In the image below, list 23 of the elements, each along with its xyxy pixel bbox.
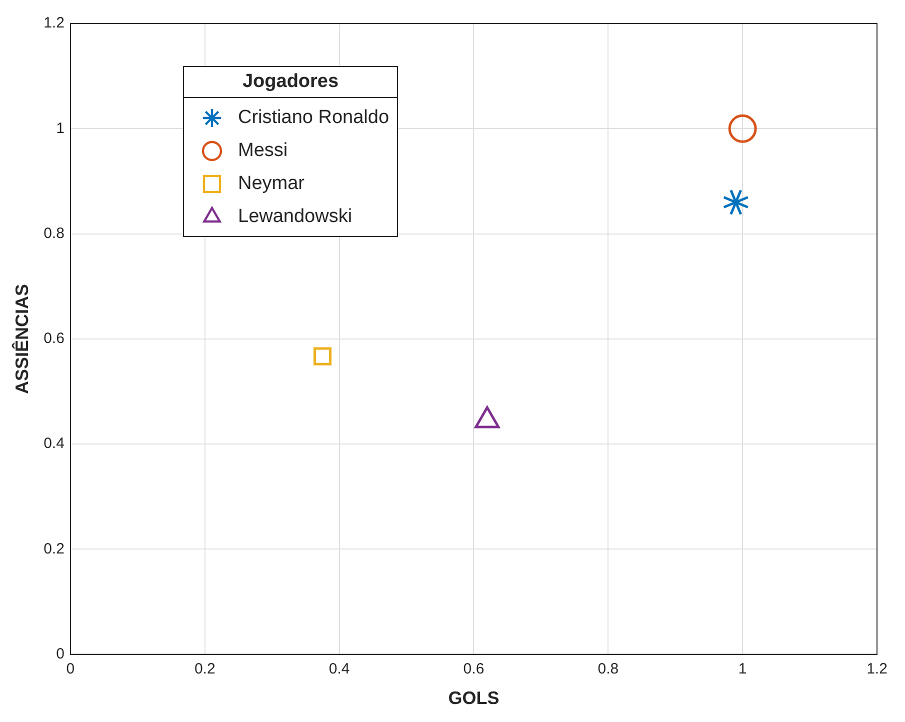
x-tick-label: 0.4 — [328, 660, 350, 678]
x-tick-label: 1 — [738, 660, 747, 678]
legend-title: Jogadores — [184, 67, 398, 98]
point — [313, 347, 332, 366]
legend-label: Neymar — [238, 172, 305, 194]
y-tick-label: 0 — [56, 646, 64, 663]
x-tick-label: 1.2 — [866, 660, 888, 678]
y-tick-label: 0.4 — [44, 435, 64, 452]
point — [728, 114, 757, 143]
y-tick-label: 1.2 — [44, 14, 64, 32]
y-axis-title: ASSIÊNCIAS — [10, 284, 32, 394]
x-axis-title: GOLS — [448, 688, 500, 708]
legend-label: Messi — [238, 140, 288, 162]
y-tick-label: 0.2 — [44, 540, 64, 558]
y-tick-label: 0.6 — [44, 330, 64, 348]
x-tick-label: 0.6 — [463, 660, 484, 678]
y-tick-label: 0.8 — [44, 224, 64, 242]
point — [722, 188, 750, 216]
legend-label: Cristiano Ronaldo — [238, 106, 390, 128]
legend-label: Lewandowski — [238, 206, 352, 228]
x-tick-label: 0.2 — [194, 660, 216, 678]
x-tick-label: 0.8 — [598, 660, 619, 678]
y-tick-label: 1 — [56, 120, 64, 137]
